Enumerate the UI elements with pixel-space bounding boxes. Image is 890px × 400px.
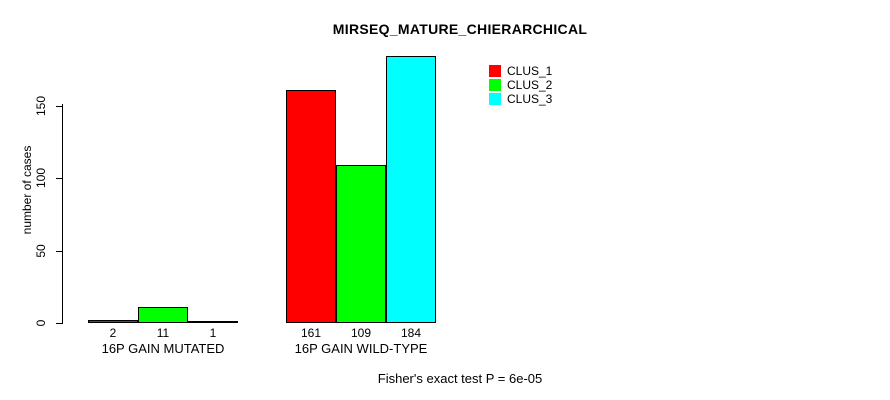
legend-label: CLUS_1 [507, 64, 553, 78]
chart-title: MIRSEQ_MATURE_CHIERARCHICAL [332, 21, 588, 37]
y-axis-tick [56, 251, 62, 252]
legend: CLUS_1 CLUS_2 CLUS_3 [489, 65, 552, 105]
bar-clus_1-group1 [88, 320, 138, 323]
bar-value-label: 2 [109, 326, 117, 340]
footer-stat-text: Fisher's exact test P = 6e-05 [377, 371, 543, 386]
legend-swatch-clus_2 [489, 79, 501, 91]
y-axis-tick-label: 100 [34, 167, 48, 189]
bar-value-label: 184 [400, 326, 422, 340]
legend-swatch-clus_1 [489, 65, 501, 77]
x-axis-group-label: 16P GAIN WILD-TYPE [294, 341, 428, 356]
legend-item: CLUS_2 [489, 79, 552, 91]
bar-value-label: 11 [156, 326, 170, 340]
y-axis-tick-label: 0 [34, 319, 48, 327]
bar-clus_2-group1 [138, 307, 188, 323]
y-axis-tick-label: 150 [34, 95, 48, 117]
x-axis-group-label: 16P GAIN MUTATED [101, 341, 225, 356]
bar-clus_3-group1 [188, 321, 238, 323]
y-axis-line [62, 104, 63, 324]
y-axis-tick [56, 323, 62, 324]
legend-label: CLUS_2 [507, 78, 553, 92]
bar-clus_2-group2 [336, 165, 386, 323]
y-axis-tick-label: 50 [34, 244, 48, 258]
legend-item: CLUS_1 [489, 65, 552, 77]
legend-item: CLUS_3 [489, 93, 552, 105]
y-axis-tick [56, 106, 62, 107]
legend-label: CLUS_3 [507, 92, 553, 106]
y-axis-tick [56, 178, 62, 179]
legend-swatch-clus_3 [489, 93, 501, 105]
bar-value-label: 1 [209, 326, 217, 340]
bar-clus_3-group2 [386, 56, 436, 323]
bar-clus_1-group2 [286, 90, 336, 323]
bar-value-label: 161 [300, 326, 322, 340]
bar-value-label: 109 [350, 326, 372, 340]
